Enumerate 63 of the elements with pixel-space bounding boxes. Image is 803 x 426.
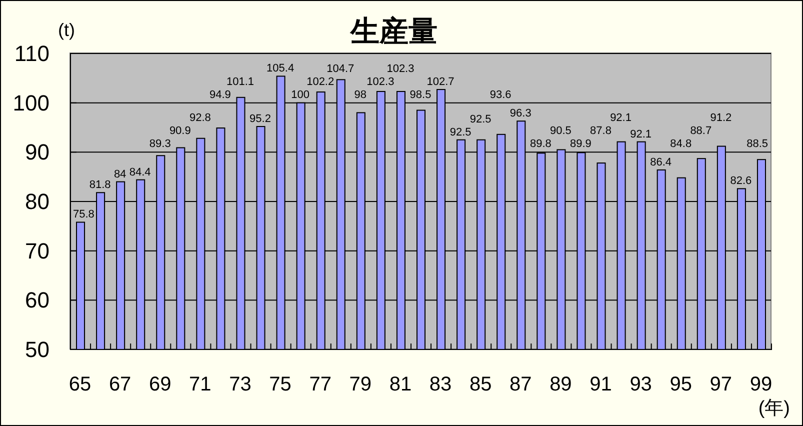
x-tick-label: 91 — [590, 374, 612, 396]
data-label: 102.3 — [366, 76, 394, 88]
data-label: 86.4 — [650, 156, 672, 168]
y-tick-label: 100 — [12, 90, 50, 116]
x-tick-label: 85 — [469, 374, 492, 396]
y-tick-label: 60 — [25, 288, 50, 313]
data-label: 92.5 — [450, 126, 472, 138]
chart-title: 生産量 — [350, 15, 438, 48]
x-tick-label: 87 — [510, 374, 532, 396]
data-label: 81.8 — [89, 179, 111, 192]
data-label: 90.5 — [550, 125, 572, 138]
data-label: 92.5 — [470, 113, 492, 126]
x-tick-label: 69 — [149, 374, 172, 396]
data-label: 101.1 — [226, 76, 254, 88]
y-tick-label: 80 — [25, 188, 50, 214]
data-label: 105.4 — [266, 62, 294, 75]
data-label: 88.7 — [690, 125, 712, 138]
x-tick-label: 93 — [630, 374, 652, 396]
data-label: 94.9 — [210, 88, 231, 101]
x-tick-label: 65 — [68, 374, 92, 396]
x-tick-label: 71 — [189, 374, 212, 396]
y-axis-title: (t) — [58, 20, 75, 40]
data-label: 102.7 — [426, 76, 454, 88]
data-label: 92.8 — [189, 112, 211, 124]
x-tick-label: 99 — [750, 374, 772, 396]
x-tick-label: 81 — [389, 374, 412, 396]
x-tick-label: 89 — [550, 374, 572, 396]
data-label: 82.6 — [730, 175, 752, 188]
x-tick-label: 79 — [349, 374, 372, 396]
data-label: 92.1 — [610, 112, 632, 124]
data-label: 90.9 — [169, 125, 191, 138]
x-tick-label: 95 — [670, 374, 692, 396]
y-tick-label: 50 — [25, 336, 50, 362]
data-label: 89.9 — [570, 138, 592, 150]
data-label: 93.6 — [490, 88, 512, 101]
data-label: 84.4 — [129, 166, 151, 178]
x-tick-label: 97 — [710, 374, 732, 396]
data-label: 89.8 — [530, 138, 552, 150]
data-label: 89.3 — [149, 138, 171, 150]
data-label: 104.7 — [326, 62, 354, 75]
data-label: 98.5 — [410, 88, 432, 101]
data-label: 92.1 — [630, 128, 652, 140]
data-label: 75.8 — [73, 208, 94, 221]
x-tick-label: 75 — [269, 374, 292, 396]
y-tick-label: 110 — [14, 40, 50, 66]
data-label: 84.8 — [670, 138, 692, 150]
data-label: 84 — [114, 168, 126, 180]
x-tick-label: 73 — [229, 374, 252, 396]
x-tick-label: 83 — [429, 374, 452, 396]
data-label: 95.2 — [250, 113, 271, 126]
y-tick-label: 70 — [25, 238, 50, 264]
x-axis-title: (年) — [758, 398, 790, 419]
data-label: 102.2 — [306, 76, 334, 88]
data-label: 91.2 — [710, 112, 732, 124]
x-tick-label: 77 — [309, 374, 332, 396]
data-label: 87.8 — [590, 125, 612, 138]
data-label: 98 — [354, 88, 367, 101]
x-tick-label: 67 — [108, 374, 132, 396]
data-label: 102.3 — [386, 62, 414, 75]
data-label: 100 — [291, 88, 310, 101]
data-label: 88.5 — [746, 138, 768, 150]
data-label: 96.3 — [510, 108, 532, 120]
y-tick-label: 90 — [25, 140, 50, 165]
